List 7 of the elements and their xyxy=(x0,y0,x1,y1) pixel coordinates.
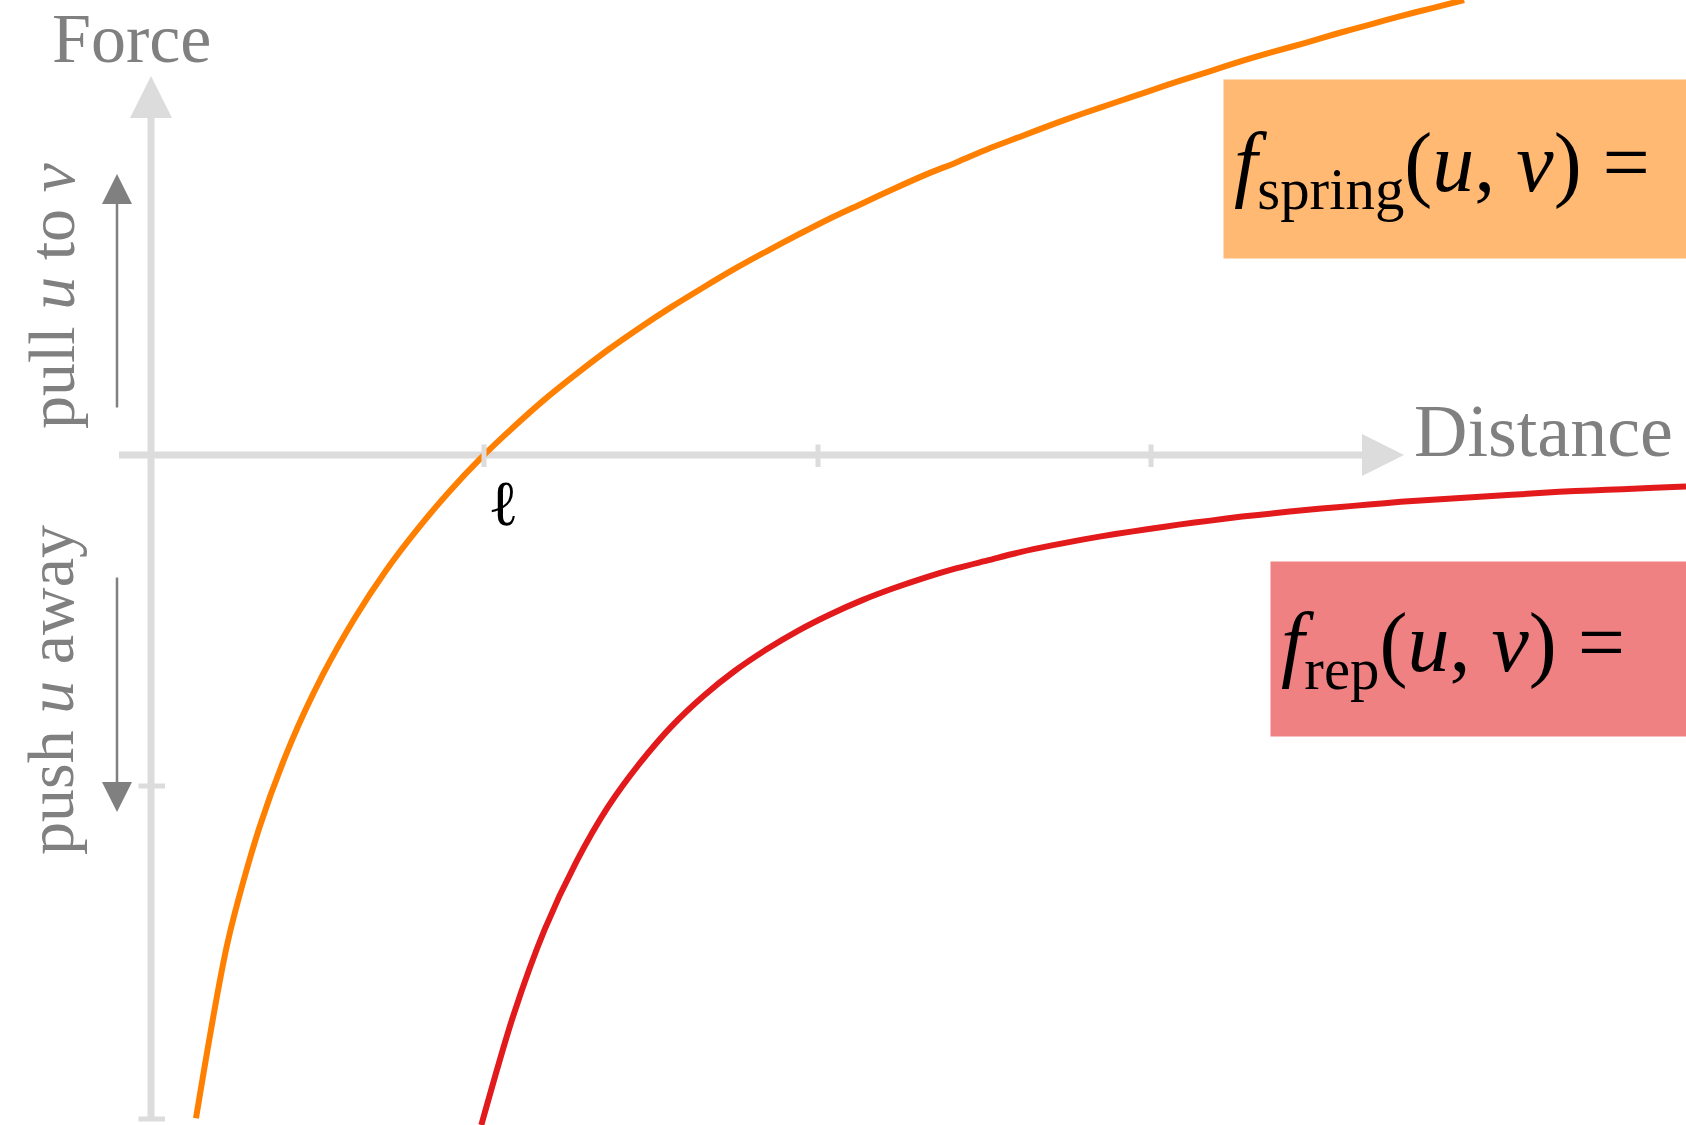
y-axis-title: Force xyxy=(52,0,212,77)
text: push u away xyxy=(14,525,87,855)
annotation: ℓ xyxy=(488,468,519,539)
text: pull u to v xyxy=(15,162,88,429)
annotation: f$_{rep}$(u, v) = xyxy=(1281,596,1626,702)
x-axis-title: Distance xyxy=(1414,390,1673,472)
annotation: f$_{spring}$(u, v) = xyxy=(1234,116,1650,222)
